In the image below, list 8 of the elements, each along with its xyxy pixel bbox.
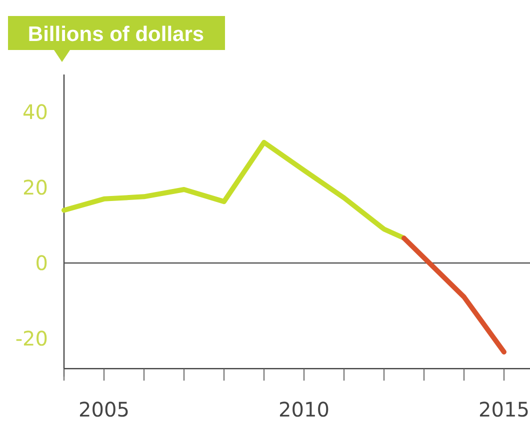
y-axis-title: Billions of dollars <box>28 23 204 46</box>
y-tick-label: 40 <box>22 100 48 124</box>
x-tick-label: 2010 <box>278 398 330 422</box>
y-tick-label: -20 <box>15 326 48 350</box>
y-tick-label: 0 <box>35 251 48 276</box>
x-tick-label: 2015 <box>478 398 530 422</box>
y-tick-label: 20 <box>22 176 48 200</box>
x-tick-label: 2005 <box>78 398 130 422</box>
